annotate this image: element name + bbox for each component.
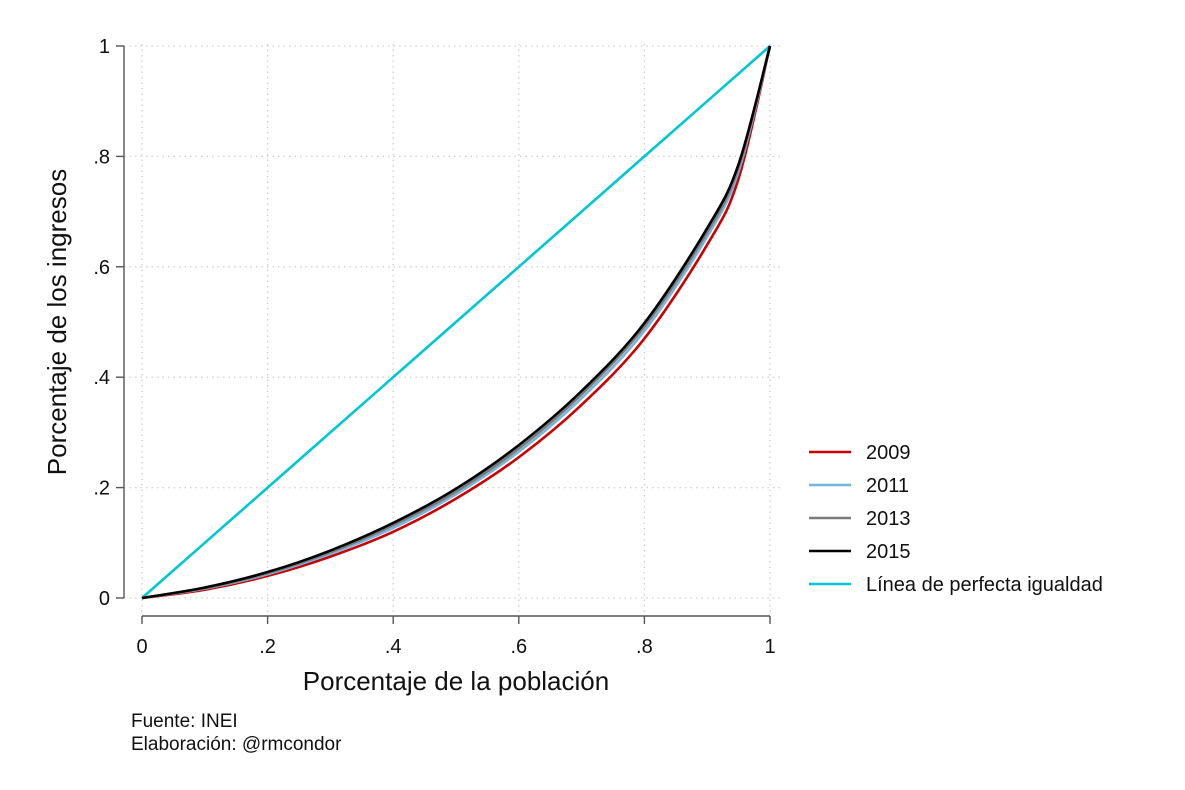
y-tick-label: 1 [99,36,110,58]
legend-label-2015: 2015 [866,541,911,563]
axes: 0 .2 .4 .6 .8 1 0 .2 .4 .6 .8 1 [93,36,775,658]
x-tick-label: 0 [136,636,147,658]
legend: 2009 2011 2013 2015 Línea de perfecta iguald… [809,442,1103,596]
grid [124,44,784,614]
author-note: Elaboración: @rmcondor [131,734,342,755]
x-tick-label: .8 [636,636,653,658]
series-lines [141,45,772,600]
y-tick-label: .8 [93,146,110,168]
y-tick-label: .6 [93,257,110,279]
x-tick-label: .6 [510,636,527,658]
y-axis-title: Porcentaje de los ingresos [42,169,72,475]
series-line-2009 [141,45,772,600]
series-line-l-nea-de-perfecta-igualdad [141,45,771,599]
legend-label-2011: 2011 [866,475,909,497]
x-axis-title: Porcentaje de la población [303,666,609,696]
y-tick-label: .4 [93,367,110,389]
x-tick-label: 1 [764,636,775,658]
legend-label-2013: 2013 [866,508,911,530]
legend-label-l-nea-de-perfecta-igualdad: Línea de perfecta igualdad [866,574,1103,596]
x-tick-label: .4 [385,636,402,658]
y-tick-label: .2 [93,478,110,500]
x-tick-label: .2 [259,636,276,658]
y-tick-label: 0 [99,588,110,610]
series-line-2015 [141,45,772,600]
source-note: Fuente: INEI [131,711,238,732]
legend-label-2009: 2009 [866,442,911,464]
